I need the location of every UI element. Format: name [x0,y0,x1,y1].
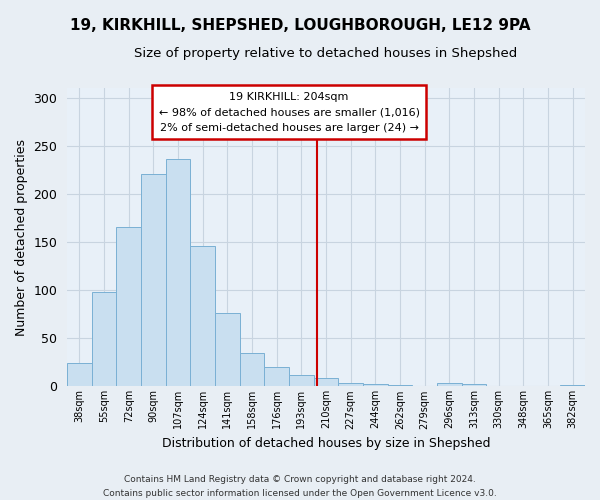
Bar [190,246,215,386]
Bar [363,384,388,386]
Bar [462,384,487,386]
Bar [338,382,363,386]
Y-axis label: Number of detached properties: Number of detached properties [15,138,28,336]
Text: 19, KIRKHILL, SHEPSHED, LOUGHBOROUGH, LE12 9PA: 19, KIRKHILL, SHEPSHED, LOUGHBOROUGH, LE… [70,18,530,32]
Bar [215,313,240,386]
Bar [92,292,116,386]
X-axis label: Distribution of detached houses by size in Shepshed: Distribution of detached houses by size … [162,437,490,450]
Text: 19 KIRKHILL: 204sqm
← 98% of detached houses are smaller (1,016)
2% of semi-deta: 19 KIRKHILL: 204sqm ← 98% of detached ho… [158,92,419,132]
Bar [141,174,166,386]
Bar [166,160,190,386]
Bar [116,226,141,386]
Bar [265,367,289,386]
Title: Size of property relative to detached houses in Shepshed: Size of property relative to detached ho… [134,48,518,60]
Bar [67,364,92,386]
Bar [289,375,314,386]
Bar [240,352,265,386]
Text: Contains HM Land Registry data © Crown copyright and database right 2024.
Contai: Contains HM Land Registry data © Crown c… [103,476,497,498]
Bar [314,378,338,386]
Bar [437,382,462,386]
